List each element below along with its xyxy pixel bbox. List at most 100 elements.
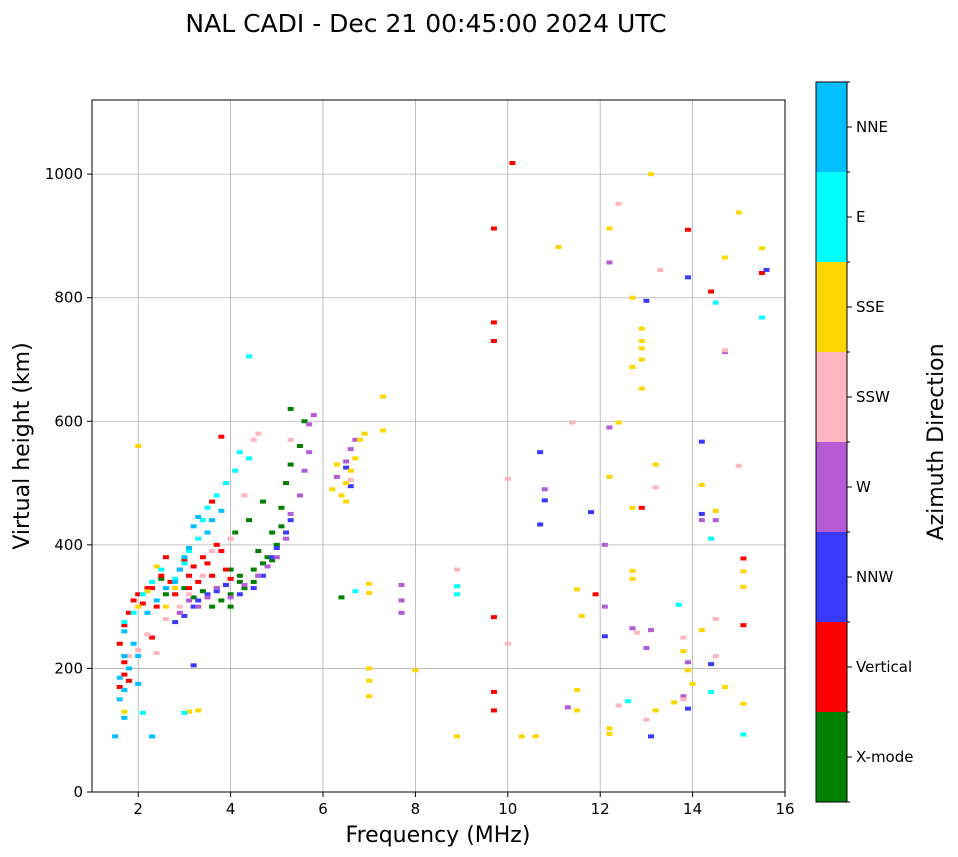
data-point (259, 499, 266, 504)
data-point (680, 694, 687, 699)
data-point (172, 592, 179, 597)
data-point (615, 420, 622, 425)
colorbar-label: Azimuth Direction (924, 343, 949, 540)
data-point (116, 697, 123, 702)
data-point (518, 734, 525, 739)
data-point (352, 589, 359, 594)
data-point (490, 320, 497, 325)
data-point (708, 289, 715, 294)
data-point (153, 598, 160, 603)
data-point (398, 610, 405, 615)
data-point (218, 549, 225, 554)
data-point (698, 439, 705, 444)
data-point (347, 447, 354, 452)
data-point (227, 576, 234, 581)
data-point (236, 573, 243, 578)
data-point (306, 422, 313, 427)
data-point (652, 485, 659, 490)
data-point (199, 518, 206, 523)
data-point (758, 315, 765, 320)
data-point (587, 510, 594, 515)
data-point (130, 610, 137, 615)
colorbar-tick-label: E (856, 208, 865, 226)
data-point (121, 654, 128, 659)
x-axis-label: Frequency (MHz) (346, 823, 531, 848)
data-point (186, 598, 193, 603)
colorbar-tick-label: NNE (856, 118, 888, 136)
data-point (606, 731, 613, 736)
data-point (135, 654, 142, 659)
colorbar-frame (815, 81, 848, 803)
data-point (250, 567, 257, 572)
data-point (680, 697, 687, 702)
y-axis-label: Virtual height (km) (10, 342, 35, 549)
data-point (629, 568, 636, 573)
data-point (684, 227, 691, 232)
data-point (684, 668, 691, 673)
data-point (356, 437, 363, 442)
data-point (490, 689, 497, 694)
x-tick-label: 14 (683, 800, 702, 818)
data-point (624, 699, 631, 704)
data-point (135, 592, 142, 597)
data-point (708, 536, 715, 541)
data-point (366, 581, 373, 586)
data-point (125, 678, 132, 683)
data-point (698, 518, 705, 523)
data-point (144, 586, 151, 591)
data-point (338, 595, 345, 600)
data-point (352, 456, 359, 461)
data-point (698, 511, 705, 516)
data-point (541, 487, 548, 492)
data-point (541, 498, 548, 503)
data-point (204, 530, 211, 535)
colorbar-tick-label: NNW (856, 568, 893, 586)
data-point (287, 511, 294, 516)
data-point (218, 508, 225, 513)
data-point (606, 474, 613, 479)
data-point (638, 346, 645, 351)
data-point (763, 267, 770, 272)
data-point (259, 573, 266, 578)
series-x-mode (158, 406, 345, 609)
data-point (675, 602, 682, 607)
data-point (606, 260, 613, 265)
data-point (721, 348, 728, 353)
data-point (190, 595, 197, 600)
data-point (181, 555, 188, 560)
data-point (227, 592, 234, 597)
data-point (601, 604, 608, 609)
data-point (638, 338, 645, 343)
x-tick-label: 10 (498, 800, 517, 818)
data-point (629, 364, 636, 369)
y-tick-label: 1000 (45, 165, 83, 183)
data-point (698, 482, 705, 487)
colorbar-segment (816, 352, 847, 442)
data-point (139, 710, 146, 715)
data-point (343, 499, 350, 504)
data-point (246, 518, 253, 523)
data-point (555, 245, 562, 250)
colorbar-tick-label: SSE (856, 298, 885, 316)
data-point (648, 734, 655, 739)
data-point (758, 271, 765, 275)
colorbar-segment (816, 532, 847, 622)
data-point (366, 666, 373, 671)
y-tick-label: 800 (54, 289, 83, 307)
data-point (287, 406, 294, 411)
data-point (537, 522, 544, 527)
data-point (532, 734, 539, 739)
data-point (213, 493, 220, 498)
data-point (366, 694, 373, 699)
data-point (162, 555, 169, 560)
data-point (564, 705, 571, 710)
data-point (222, 481, 229, 486)
data-point (121, 623, 128, 628)
data-point (144, 589, 151, 594)
data-point (490, 338, 497, 343)
x-tick-label: 2 (133, 800, 143, 818)
data-point (366, 678, 373, 683)
data-point (634, 630, 641, 635)
data-point (574, 708, 581, 713)
data-point (273, 555, 280, 560)
